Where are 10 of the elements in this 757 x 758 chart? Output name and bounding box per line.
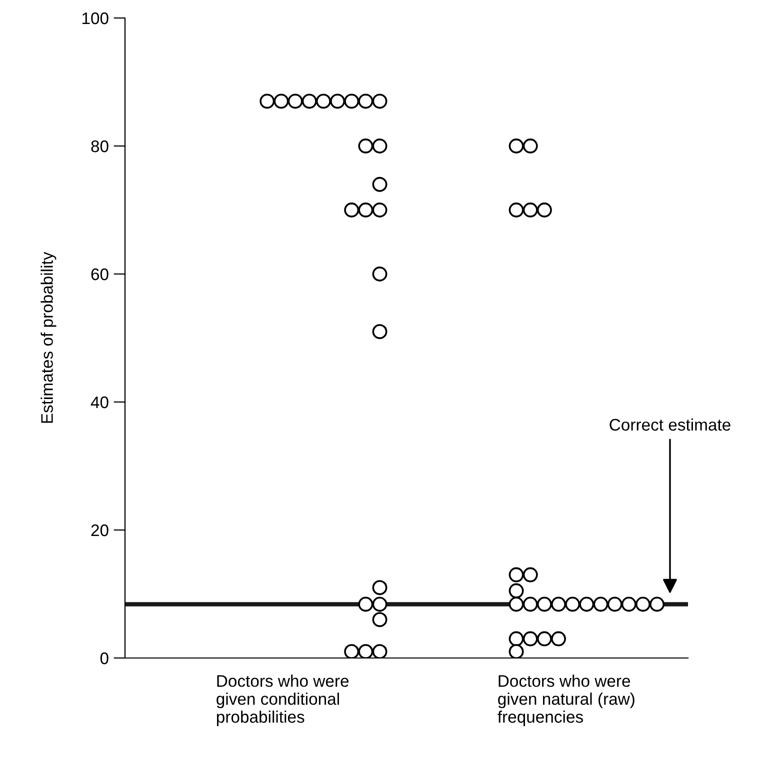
y-tick-label: 0 — [100, 652, 108, 664]
y-tick-label: 100 — [82, 12, 108, 24]
y-tick-label: 40 — [90, 396, 108, 408]
y-tick-label: 80 — [91, 140, 108, 152]
x-tick-label: Doctors who were given natural (raw) frequencies — [498, 674, 634, 726]
y-tick-label: 20 — [91, 524, 108, 536]
y-axis-title: Estimates of probability — [40, 252, 56, 423]
y-tick-label: 60 — [91, 268, 108, 280]
ref-line-label: Correct estimate — [610, 418, 730, 431]
x-tick-label: Doctors who were given conditional probabilities — [216, 674, 349, 726]
